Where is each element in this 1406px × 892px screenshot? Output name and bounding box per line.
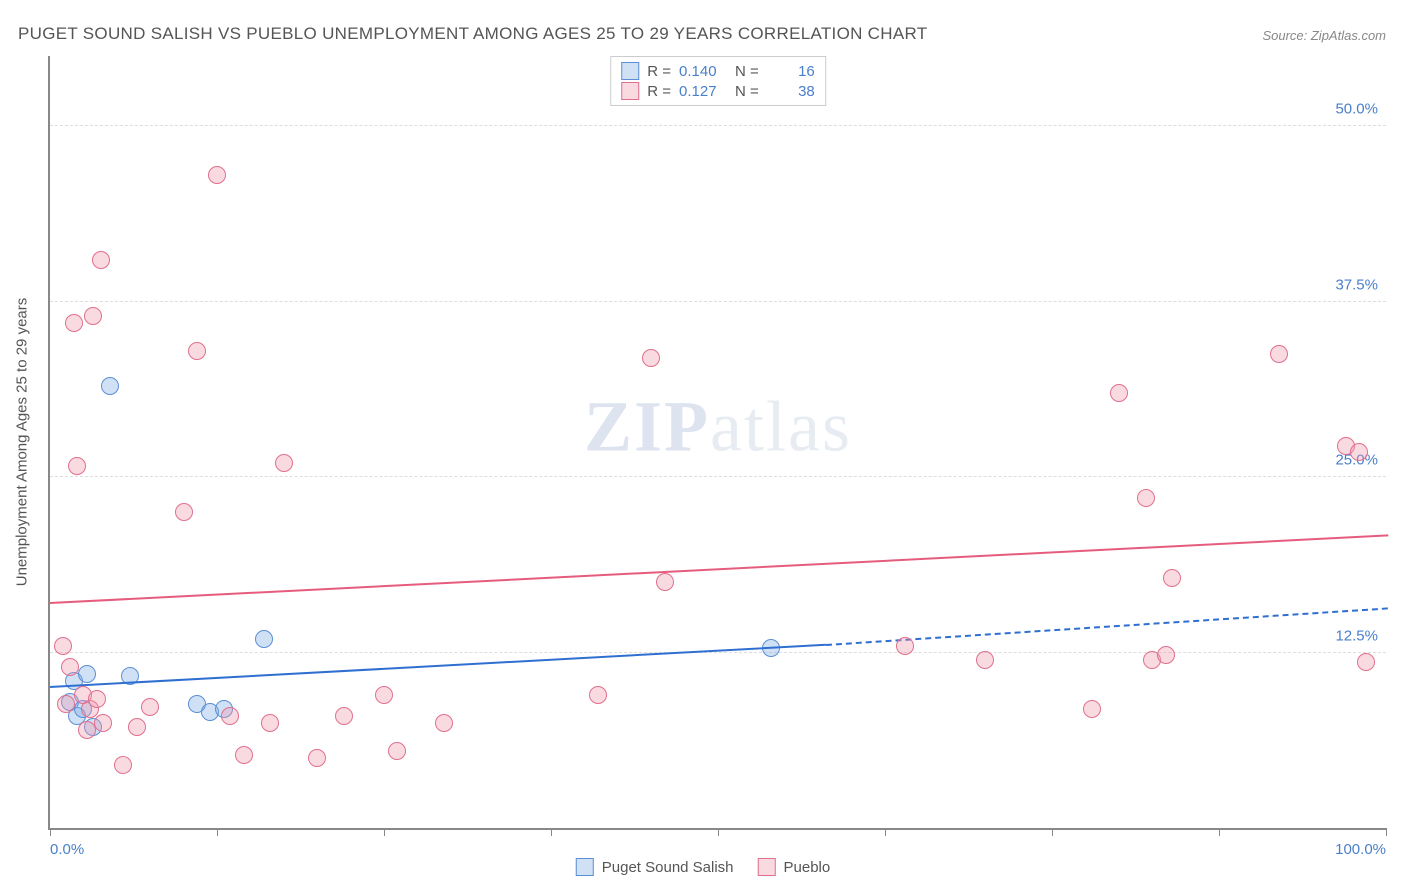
data-point xyxy=(1163,569,1181,587)
stat-label-r: R = xyxy=(647,83,671,100)
data-point xyxy=(388,742,406,760)
data-point xyxy=(114,756,132,774)
x-tick-label: 100.0% xyxy=(1335,841,1386,858)
data-point xyxy=(335,707,353,725)
grid-line xyxy=(50,301,1386,302)
data-point xyxy=(188,342,206,360)
legend-item: Puget Sound Salish xyxy=(576,858,734,876)
data-point xyxy=(275,454,293,472)
legend-swatch xyxy=(576,858,594,876)
watermark: ZIPatlas xyxy=(584,385,852,468)
stat-label-r: R = xyxy=(647,63,671,80)
data-point xyxy=(221,707,239,725)
x-tick-label: 0.0% xyxy=(50,841,84,858)
data-point xyxy=(642,349,660,367)
data-point xyxy=(255,630,273,648)
legend-label: Pueblo xyxy=(784,859,831,876)
x-tick xyxy=(1219,828,1220,836)
grid-line xyxy=(50,125,1386,126)
x-tick xyxy=(551,828,552,836)
legend-label: Puget Sound Salish xyxy=(602,859,734,876)
trend-line xyxy=(50,534,1388,604)
x-tick xyxy=(1052,828,1053,836)
source-attribution: Source: ZipAtlas.com xyxy=(1262,28,1386,43)
data-point xyxy=(1137,489,1155,507)
data-point xyxy=(1270,345,1288,363)
data-point xyxy=(141,698,159,716)
x-tick xyxy=(885,828,886,836)
data-point xyxy=(68,457,86,475)
data-point xyxy=(88,690,106,708)
data-point xyxy=(208,166,226,184)
data-point xyxy=(128,718,146,736)
data-point xyxy=(54,637,72,655)
legend-swatch xyxy=(621,82,639,100)
x-tick xyxy=(1386,828,1387,836)
legend-item: Pueblo xyxy=(758,858,831,876)
stat-value-r: 0.127 xyxy=(679,83,727,100)
y-axis-label: Unemployment Among Ages 25 to 29 years xyxy=(14,298,31,587)
x-tick xyxy=(50,828,51,836)
x-tick xyxy=(217,828,218,836)
stats-row: R = 0.127 N = 38 xyxy=(621,81,815,101)
stat-value-n: 16 xyxy=(767,63,815,80)
data-point xyxy=(261,714,279,732)
data-point xyxy=(175,503,193,521)
stats-row: R = 0.140 N = 16 xyxy=(621,61,815,81)
data-point xyxy=(57,695,75,713)
stat-value-r: 0.140 xyxy=(679,63,727,80)
data-point xyxy=(1110,384,1128,402)
data-point xyxy=(1083,700,1101,718)
data-point xyxy=(61,658,79,676)
y-tick-label: 50.0% xyxy=(1335,101,1378,118)
data-point xyxy=(101,377,119,395)
chart-plot-area: Unemployment Among Ages 25 to 29 years Z… xyxy=(48,56,1386,830)
data-point xyxy=(656,573,674,591)
chart-title: PUGET SOUND SALISH VS PUEBLO UNEMPLOYMEN… xyxy=(18,24,927,44)
data-point xyxy=(65,314,83,332)
stat-label-n: N = xyxy=(735,63,759,80)
data-point xyxy=(1350,443,1368,461)
data-point xyxy=(589,686,607,704)
data-point xyxy=(435,714,453,732)
legend: Puget Sound Salish Pueblo xyxy=(576,858,830,876)
y-tick-label: 12.5% xyxy=(1335,627,1378,644)
stat-label-n: N = xyxy=(735,83,759,100)
data-point xyxy=(1357,653,1375,671)
data-point xyxy=(235,746,253,764)
legend-swatch xyxy=(621,62,639,80)
correlation-stats-box: R = 0.140 N = 16 R = 0.127 N = 38 xyxy=(610,56,826,106)
data-point xyxy=(92,251,110,269)
x-tick xyxy=(384,828,385,836)
legend-swatch xyxy=(758,858,776,876)
y-tick-label: 37.5% xyxy=(1335,276,1378,293)
grid-line xyxy=(50,652,1386,653)
data-point xyxy=(896,637,914,655)
stat-value-n: 38 xyxy=(767,83,815,100)
data-point xyxy=(94,714,112,732)
data-point xyxy=(78,665,96,683)
data-point xyxy=(308,749,326,767)
x-tick xyxy=(718,828,719,836)
data-point xyxy=(976,651,994,669)
grid-line xyxy=(50,476,1386,477)
data-point xyxy=(1157,646,1175,664)
data-point xyxy=(84,307,102,325)
data-point xyxy=(375,686,393,704)
